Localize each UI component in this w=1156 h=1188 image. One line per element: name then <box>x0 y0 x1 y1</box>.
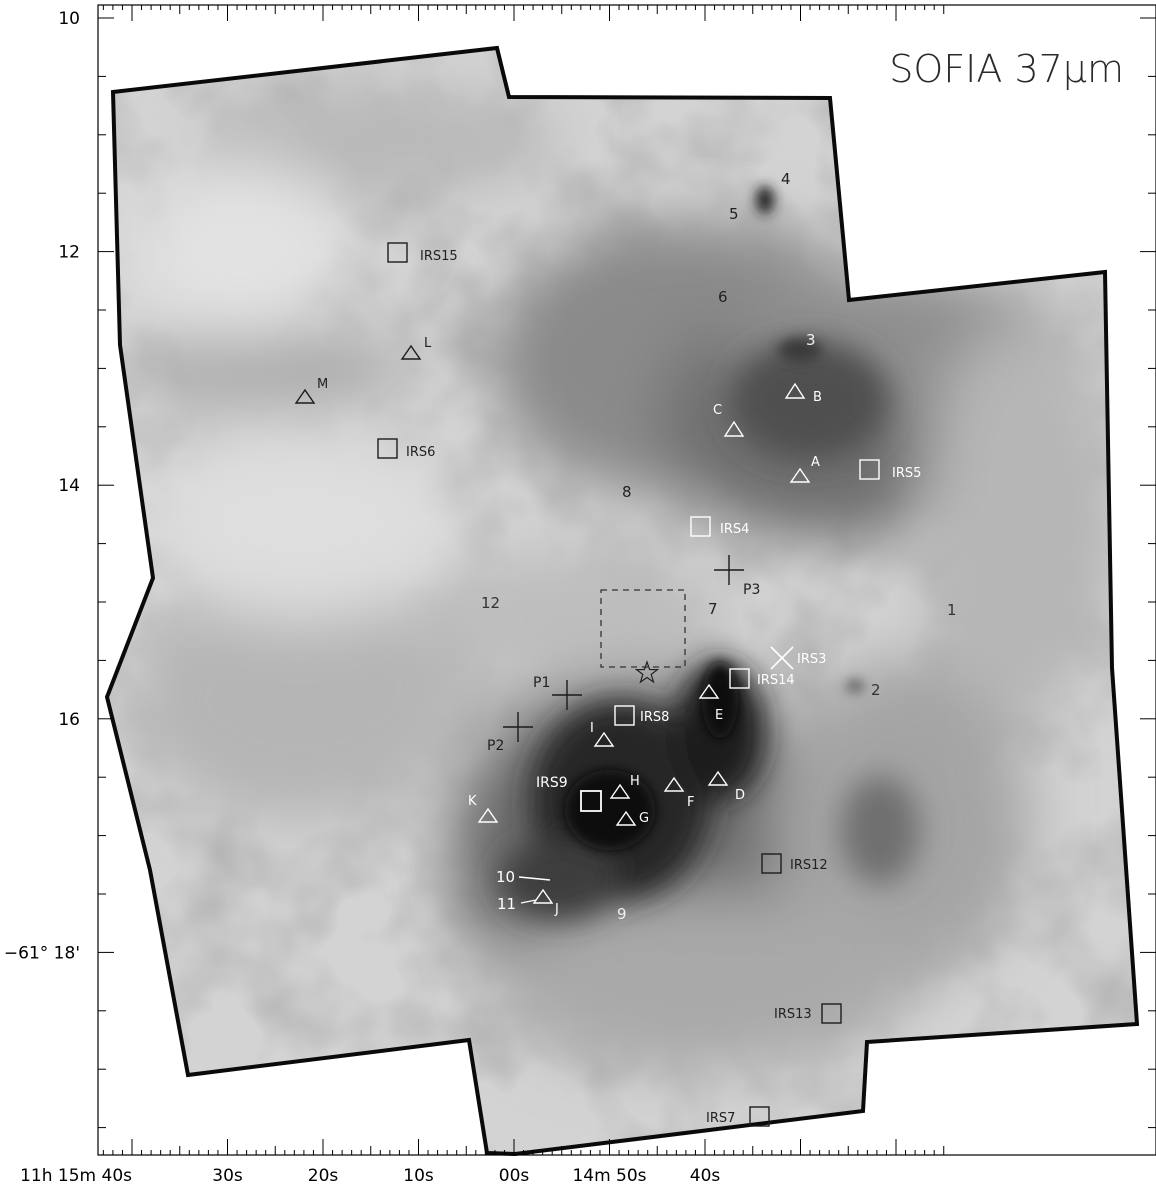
dec-axis-label-1: 12 <box>58 243 80 263</box>
triangle-j-label: J <box>554 902 559 917</box>
triangle-i <box>593 731 615 747</box>
cross-p1-label: P1 <box>533 675 550 691</box>
source-5-label: 5 <box>729 205 739 223</box>
source-8-label: 8 <box>622 483 632 501</box>
irs6-square <box>377 438 398 459</box>
irs13-label: IRS13 <box>774 1007 812 1022</box>
irs-squares: IRS15 IRS6 IRS5 IRS4 IRS14 IRS8 IRS9 IRS… <box>377 242 921 1127</box>
irs5-square <box>859 459 880 480</box>
irs6-label: IRS6 <box>406 445 435 460</box>
triangle-m <box>294 388 316 404</box>
dec-axis-label-4: −61° 18' <box>4 943 80 963</box>
triangle-a-label: A <box>811 455 820 470</box>
triangle-labels: A B C D E F G H I J K L M <box>317 336 822 917</box>
source-3-label: 3 <box>806 331 816 349</box>
ra-axis-label-1: 30s <box>212 1166 243 1184</box>
irs8-square <box>614 705 635 726</box>
irs14-square <box>729 668 750 689</box>
dec-axis-label-2: 14 <box>58 476 80 496</box>
irs7-label: IRS7 <box>706 1111 735 1126</box>
irs14-label: IRS14 <box>757 673 795 688</box>
numbered-sources: 1 2 3 4 5 6 7 8 9 10 11 12 <box>481 170 957 923</box>
irs12-square <box>761 853 782 874</box>
triangle-g-label: G <box>639 811 649 826</box>
triangle-a <box>789 467 811 483</box>
source-4-label: 4 <box>781 170 791 188</box>
beam-dot <box>1094 1093 1100 1099</box>
irs4-label: IRS4 <box>720 522 749 537</box>
triangle-h-label: H <box>630 774 640 789</box>
source-12-label: 12 <box>481 594 500 612</box>
triangle-l <box>400 344 422 360</box>
irs7-square <box>749 1106 770 1127</box>
figure-title: SOFIA 37μm <box>889 47 1124 91</box>
source-6-label: 6 <box>718 288 728 306</box>
irs3-label: IRS3 <box>797 652 826 667</box>
irs15-square <box>387 242 408 263</box>
ra-axis-label-4: 00s <box>499 1166 530 1184</box>
source-2-label: 2 <box>871 681 881 699</box>
ra-axis-label-2: 20s <box>308 1166 339 1184</box>
axis-ticks <box>98 5 1156 1155</box>
mosaic-image <box>107 48 1137 1154</box>
triangle-d <box>707 770 729 786</box>
source-9-label: 9 <box>617 905 627 923</box>
triangle-h <box>609 783 631 799</box>
triangle-e <box>698 683 720 699</box>
cross-p2-label: P2 <box>487 738 504 754</box>
ra-axis-label-0: 11h 15m 40s <box>20 1166 132 1184</box>
source-10-pointer <box>518 876 551 881</box>
triangle-l-label: L <box>424 336 432 351</box>
dec-axis-label-0: 10 <box>58 9 80 29</box>
dec-axis-label-3: 16 <box>58 710 80 730</box>
irs15-label: IRS15 <box>420 249 458 264</box>
source-11-pointer <box>520 899 537 904</box>
cross-p2 <box>503 712 533 742</box>
triangle-c <box>723 420 745 437</box>
dashed-box <box>600 589 686 668</box>
source-1-label: 1 <box>947 601 957 619</box>
star-marker <box>634 660 660 684</box>
irs9-square <box>580 790 602 812</box>
irs8-label: IRS8 <box>640 710 669 725</box>
triangle-m-label: M <box>317 377 328 392</box>
axis-labels: 10 12 14 16 −61° 18' 11h 15m 40s 30s 20s 10s 00s 1… <box>4 9 721 1186</box>
cross-markers <box>503 555 744 742</box>
triangle-j <box>532 888 554 904</box>
triangle-e-label: E <box>715 708 723 723</box>
source-10-label: 10 <box>496 868 515 886</box>
source-7-label: 7 <box>708 600 718 618</box>
triangle-b <box>784 382 806 399</box>
cross-labels: P1 P2 P3 <box>487 582 760 754</box>
irs5-label: IRS5 <box>892 466 921 481</box>
irs13-square <box>821 1003 842 1024</box>
triangle-c-label: C <box>713 403 722 418</box>
ra-axis-label-3: 10s <box>403 1166 434 1184</box>
triangle-f <box>663 776 685 792</box>
triangle-k <box>477 807 499 823</box>
cross-p3 <box>714 555 744 585</box>
source-11-label: 11 <box>497 895 516 913</box>
triangle-k-label: K <box>468 794 477 809</box>
triangle-d-label: D <box>735 788 745 803</box>
triangle-b-label: B <box>813 390 822 405</box>
irs4-square <box>690 516 711 537</box>
cross-p1 <box>552 680 582 710</box>
triangle-i-label: I <box>590 721 594 736</box>
ra-axis-label-5: 14m 50s <box>572 1166 646 1184</box>
triangle-f-label: F <box>687 795 694 810</box>
irs12-label: IRS12 <box>790 858 828 873</box>
cross-p3-label: P3 <box>743 582 760 598</box>
plot-frame <box>97 4 1156 1156</box>
irs3-x-marker <box>770 646 794 670</box>
triangle-g <box>615 810 637 826</box>
ra-axis-label-6: 40s <box>690 1166 721 1184</box>
triangle-markers <box>294 344 811 904</box>
irs9-label: IRS9 <box>536 775 568 791</box>
